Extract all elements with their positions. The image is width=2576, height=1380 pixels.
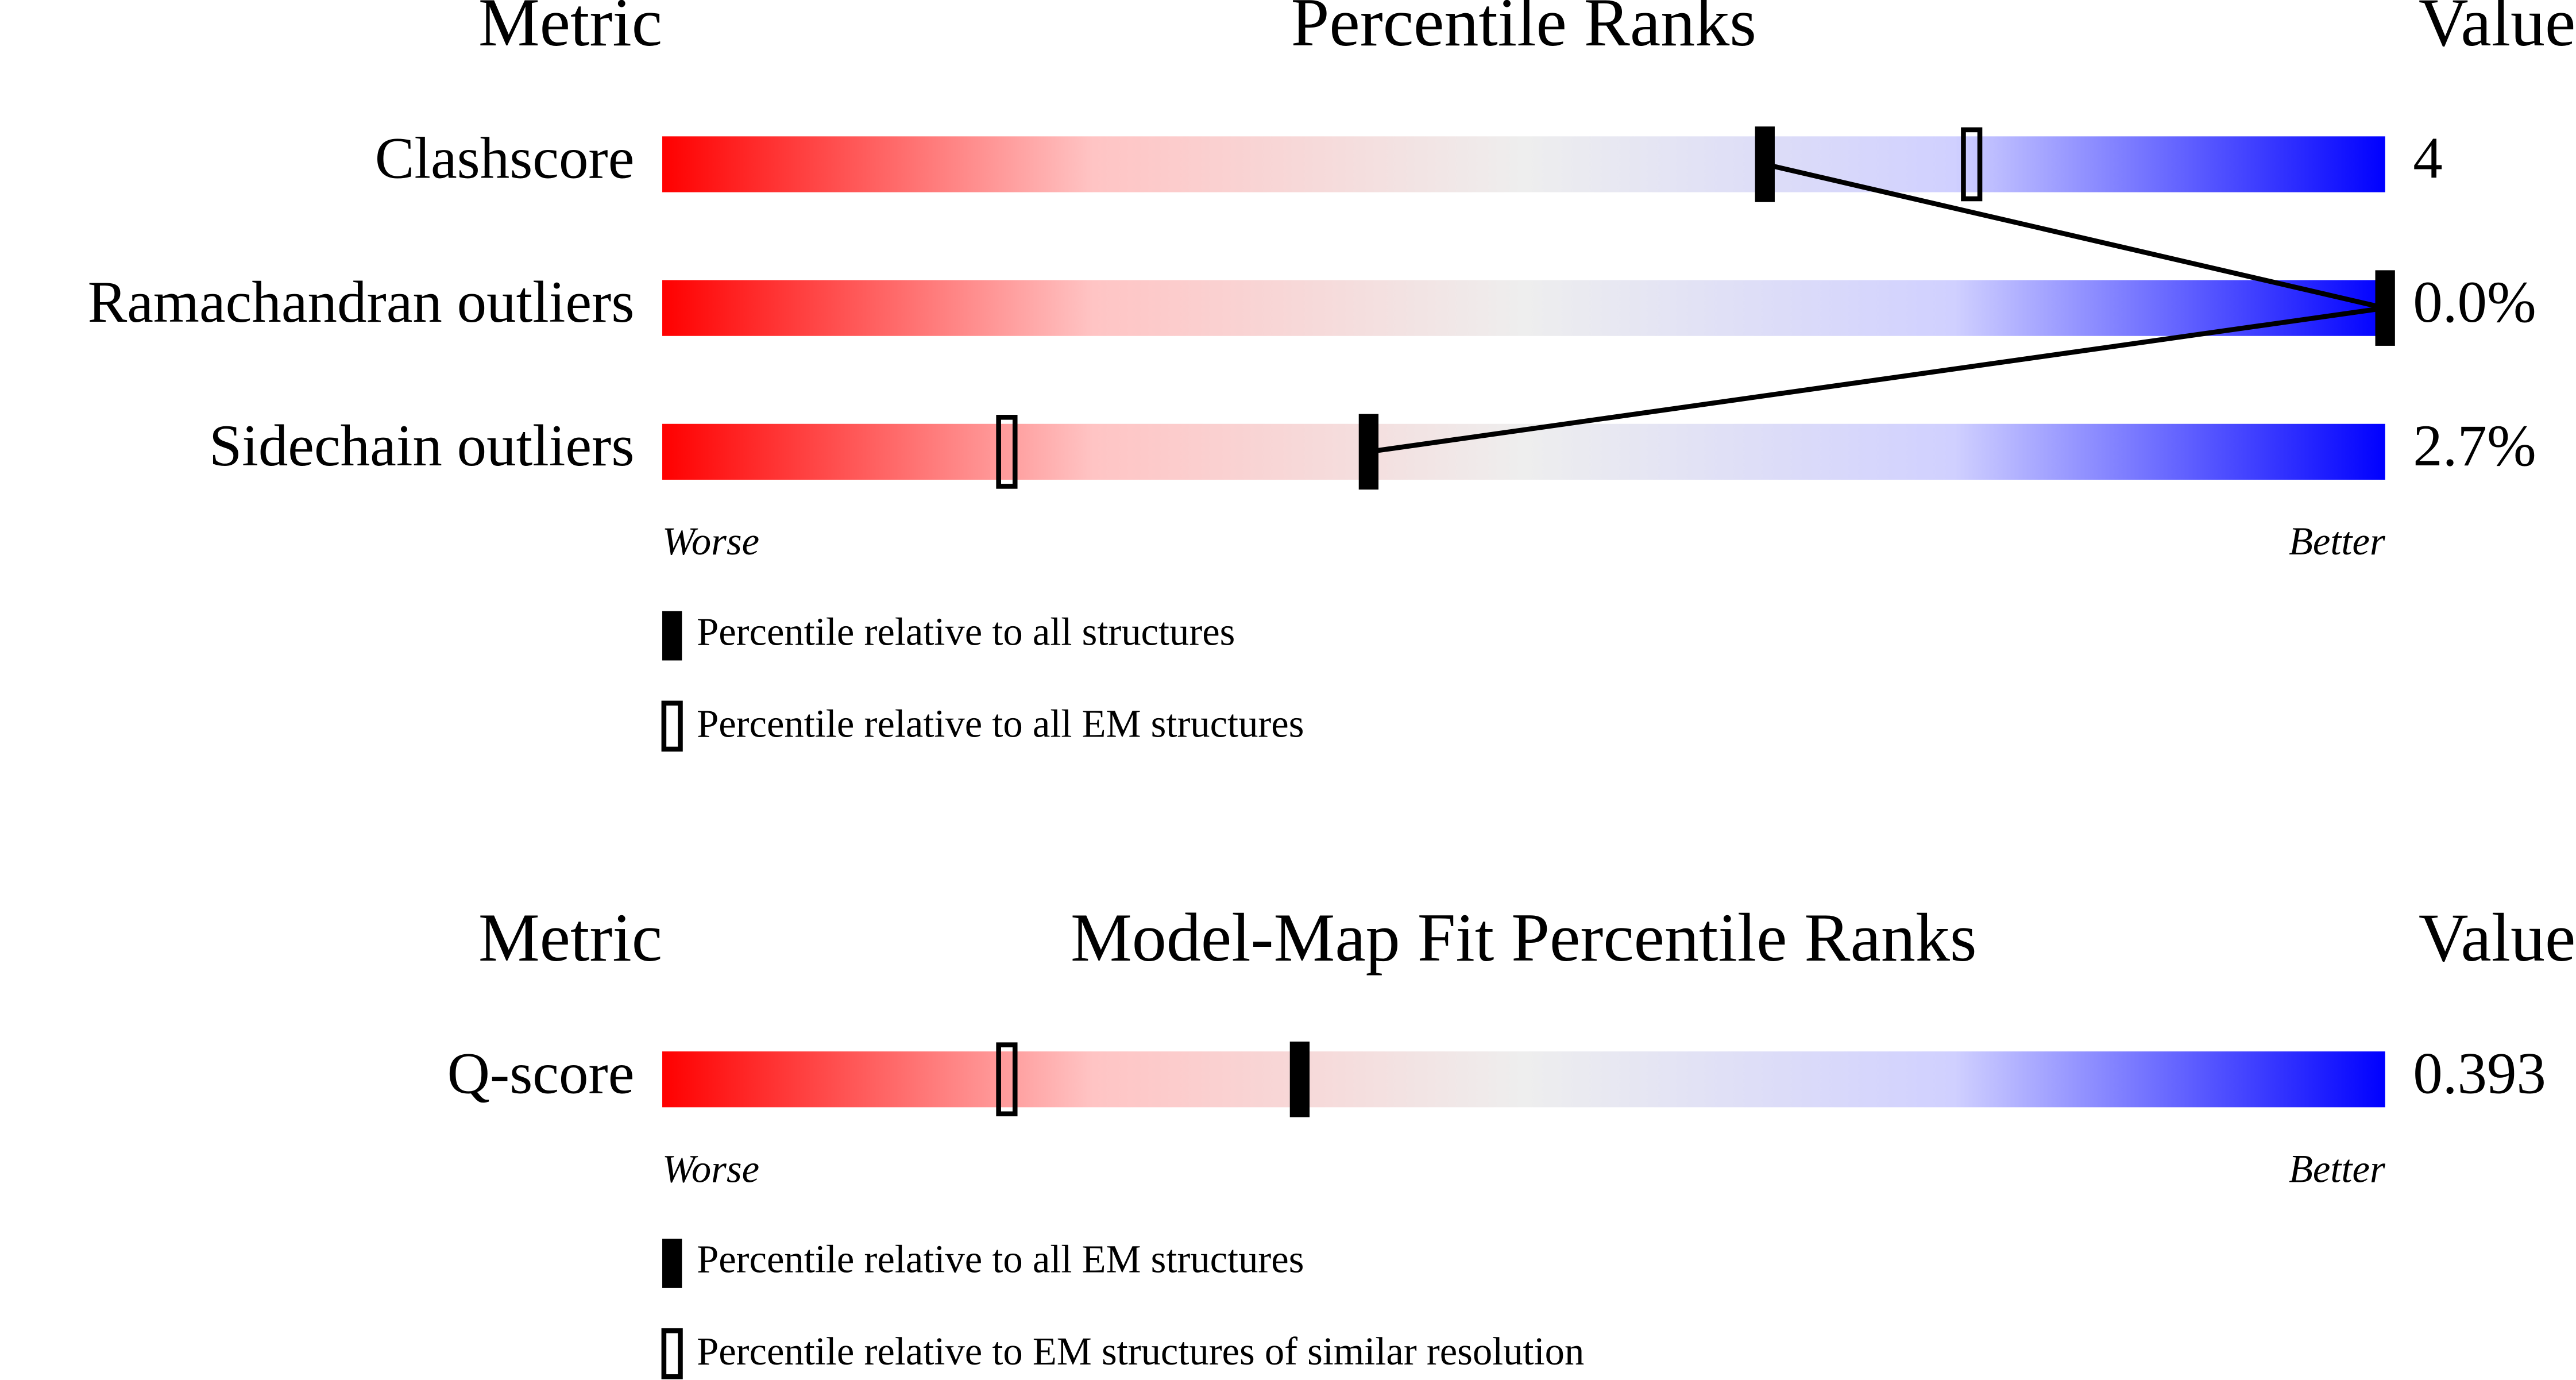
header-value: Value bbox=[2419, 0, 2575, 60]
legend-filled: Percentile relative to all structures bbox=[697, 610, 1235, 653]
marker-em bbox=[996, 1042, 1018, 1117]
header-metric: Metric bbox=[478, 899, 662, 976]
marker-all bbox=[1358, 414, 1379, 490]
legend-open-icon bbox=[661, 700, 683, 752]
legend-filled-icon bbox=[662, 611, 682, 661]
metric-label: Clashscore bbox=[375, 126, 635, 191]
connector bbox=[1368, 305, 2386, 454]
legend-filled: Percentile relative to all EM structures bbox=[697, 1238, 1304, 1281]
worse-label: Worse bbox=[662, 1147, 759, 1190]
header-title: Model-Map Fit Percentile Ranks bbox=[1071, 899, 1977, 976]
percentile-bar bbox=[662, 423, 2385, 480]
header-value: Value bbox=[2419, 899, 2575, 976]
better-label: Better bbox=[2289, 519, 2385, 563]
metric-label: Sidechain outliers bbox=[209, 413, 634, 479]
metric-value: 4 bbox=[2413, 126, 2442, 191]
percentile-bar bbox=[662, 136, 2385, 192]
marker-em bbox=[996, 415, 1018, 489]
legend-open: Percentile relative to all EM structures bbox=[697, 702, 1304, 746]
worse-label: Worse bbox=[662, 519, 759, 563]
connector bbox=[1764, 161, 2386, 311]
header-metric: Metric bbox=[478, 0, 662, 60]
metric-value: 0.393 bbox=[2413, 1040, 2546, 1106]
legend-filled-icon bbox=[662, 1239, 682, 1288]
marker-all bbox=[1289, 1041, 1310, 1117]
legend-open: Percentile relative to EM structures of … bbox=[697, 1329, 1584, 1373]
marker-all bbox=[1755, 126, 1775, 202]
marker-em bbox=[1961, 127, 1983, 202]
percentile-bar bbox=[662, 1051, 2385, 1108]
metric-value: 0.0% bbox=[2413, 269, 2536, 335]
metric-label: Ramachandran outliers bbox=[88, 269, 635, 335]
metric-label: Q-score bbox=[447, 1040, 635, 1106]
better-label: Better bbox=[2289, 1147, 2385, 1190]
metric-value: 2.7% bbox=[2413, 413, 2536, 479]
percentile-bar bbox=[662, 280, 2385, 336]
marker-all bbox=[2375, 270, 2395, 346]
header-title: Percentile Ranks bbox=[1291, 0, 1756, 60]
legend-open-icon bbox=[661, 1328, 683, 1379]
